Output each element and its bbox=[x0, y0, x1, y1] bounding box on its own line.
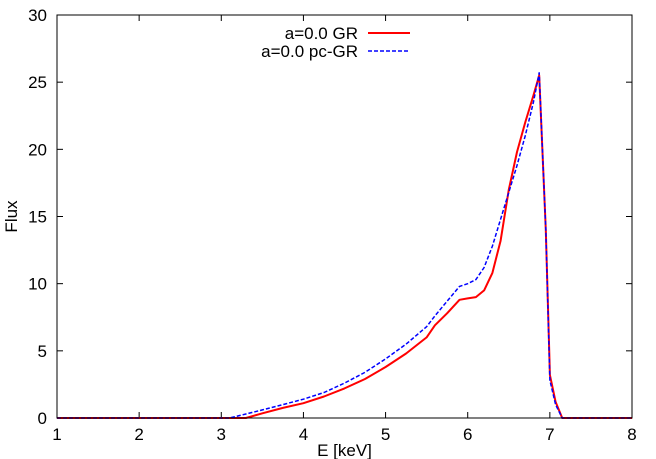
series-layer bbox=[57, 72, 632, 419]
y-tick-label: 0 bbox=[38, 409, 47, 428]
y-axis-label: Flux bbox=[2, 200, 21, 233]
axes: 1 2 3 4 5 6 7 8 0 5 10 15 20 25 30 bbox=[28, 6, 637, 444]
x-tick-label: 1 bbox=[52, 425, 61, 444]
x-tick-label: 3 bbox=[217, 425, 226, 444]
y-tick-label: 20 bbox=[28, 140, 47, 159]
y-tick-label: 30 bbox=[28, 6, 47, 25]
x-tick-label: 4 bbox=[299, 425, 308, 444]
y-tick-label: 25 bbox=[28, 73, 47, 92]
x-tick-label: 5 bbox=[381, 425, 390, 444]
plot-frame bbox=[56, 14, 633, 419]
legend: a=0.0 GRa=0.0 pc-GR bbox=[261, 24, 410, 61]
legend-label-2: a=0.0 pc-GR bbox=[261, 42, 358, 61]
legend-label-1: a=0.0 GR bbox=[285, 24, 358, 43]
y-tick-label: 15 bbox=[28, 208, 47, 227]
x-axis-label: E [keV] bbox=[317, 441, 372, 459]
y-tick-label: 5 bbox=[38, 342, 47, 361]
series-line-1 bbox=[57, 74, 632, 419]
x-tick-label: 7 bbox=[545, 425, 554, 444]
x-tick-label: 8 bbox=[627, 425, 636, 444]
series-line-2 bbox=[57, 72, 632, 419]
x-tick-label: 6 bbox=[463, 425, 472, 444]
x-tick-label: 2 bbox=[134, 425, 143, 444]
y-tick-label: 10 bbox=[28, 275, 47, 294]
